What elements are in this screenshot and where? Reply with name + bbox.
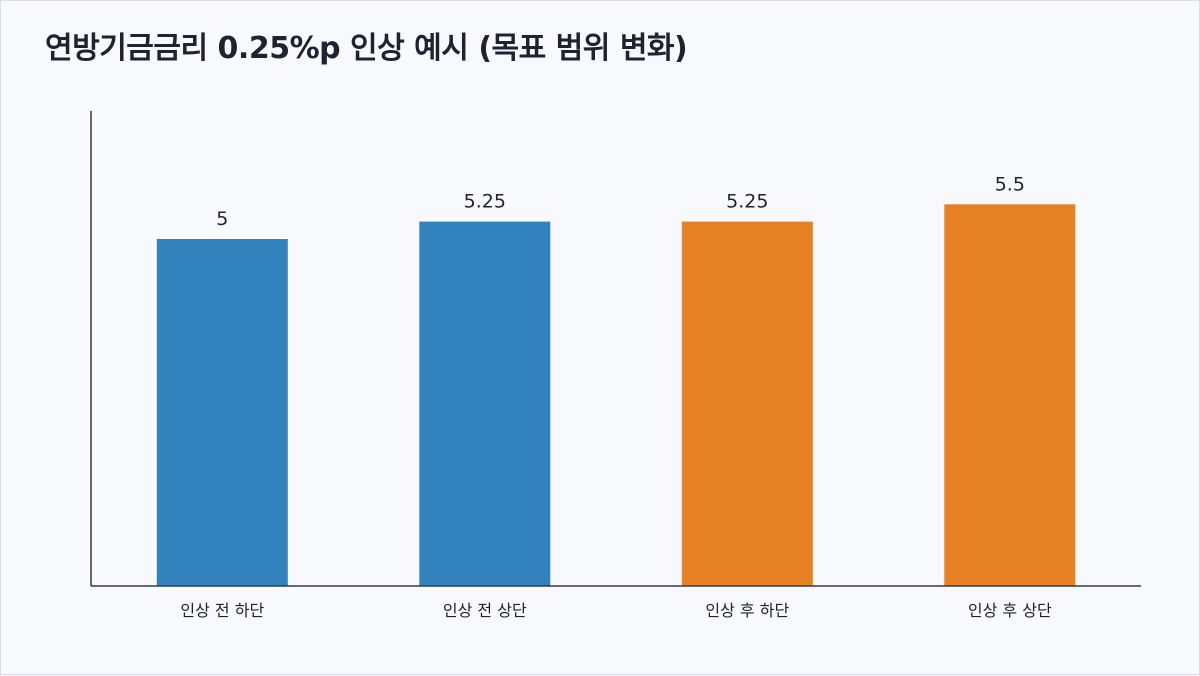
category-label-1: 인상 전 하단 (180, 601, 264, 620)
bar-4 (944, 204, 1076, 587)
data-label-2: 5.25 (464, 191, 506, 213)
chart-title: 연방기금금리 0.25%p 인상 예시 (목표 범위 변화) (45, 31, 688, 66)
data-label-4: 5.5 (995, 173, 1025, 195)
data-label-1: 5 (216, 208, 228, 230)
category-label-3: 인상 후 하단 (705, 601, 789, 620)
bar-1 (156, 239, 288, 586)
data-label-3: 5.25 (726, 191, 768, 213)
category-label-2: 인상 전 상단 (443, 601, 527, 620)
bar-2 (419, 221, 551, 586)
bar-3 (681, 221, 813, 586)
category-label-4: 인상 후 상단 (968, 601, 1052, 620)
